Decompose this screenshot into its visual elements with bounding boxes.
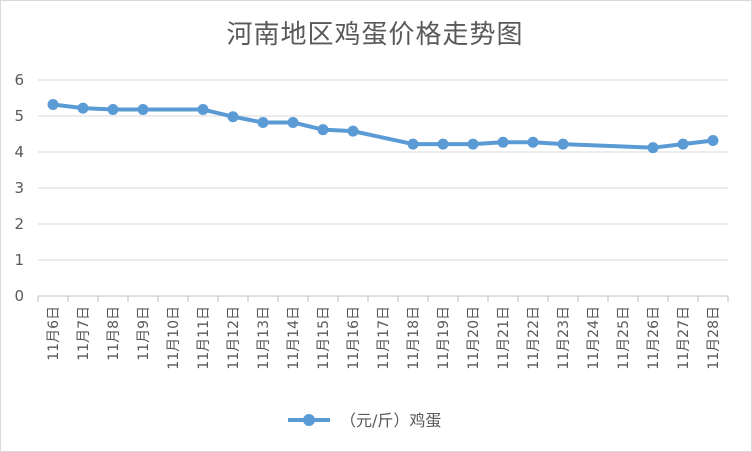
x-tick-label: 11月13日 <box>256 306 272 370</box>
data-point <box>227 111 239 123</box>
data-point <box>677 138 689 150</box>
x-tick-label: 11月28日 <box>706 306 722 370</box>
data-point <box>557 138 569 150</box>
x-tick-label: 11月14日 <box>286 306 302 370</box>
data-point <box>107 104 119 116</box>
data-point <box>137 104 149 116</box>
data-point <box>317 124 329 136</box>
x-tick-label: 11月27日 <box>676 306 692 370</box>
y-tick-label: 4 <box>14 143 24 161</box>
x-tick-label: 11月19日 <box>436 306 452 370</box>
data-point <box>647 142 659 154</box>
x-tick-label: 11月20日 <box>466 306 482 370</box>
x-tick-label: 11月17日 <box>376 306 392 370</box>
y-tick-label: 3 <box>14 179 24 197</box>
x-tick-label: 11月6日 <box>46 306 62 361</box>
data-point <box>527 136 539 148</box>
data-point <box>287 116 299 128</box>
data-point <box>257 116 269 128</box>
x-tick-label: 11月10日 <box>166 306 182 370</box>
x-tick-label: 11月24日 <box>586 306 602 370</box>
x-tick-label: 11月12日 <box>226 306 242 370</box>
gridlines <box>38 79 728 261</box>
y-tick-label: 6 <box>14 71 24 89</box>
series-line <box>51 102 715 150</box>
data-point <box>347 125 359 137</box>
x-tick-label: 11月15日 <box>316 306 332 370</box>
chart-title: 河南地区鸡蛋价格走势图 <box>226 20 524 50</box>
x-tick-label: 11月23日 <box>556 306 572 370</box>
x-axis <box>37 295 729 302</box>
x-tick-label: 11月22日 <box>526 306 542 370</box>
x-tick-label: 11月26日 <box>646 306 662 370</box>
y-tick-label: 1 <box>14 251 24 269</box>
data-point <box>47 98 59 110</box>
x-tick-label: 11月8日 <box>106 306 122 361</box>
legend-point-marker <box>303 414 315 426</box>
y-tick-label: 0 <box>14 287 24 305</box>
series-egg-price <box>47 98 719 154</box>
legend-label: （元/斤）鸡蛋 <box>340 411 441 430</box>
x-tick-label: 11月21日 <box>496 306 512 370</box>
x-tick-label: 11月9日 <box>136 306 152 361</box>
data-point <box>197 104 209 116</box>
data-point <box>77 102 89 114</box>
x-tick-label: 11月18日 <box>406 306 422 370</box>
x-axis-ticks: 11月6日 11月7日 11月8日 11月9日 11月10日 11月11日 11月12日 11… <box>46 306 722 370</box>
x-tick-label: 11月16日 <box>346 306 362 370</box>
y-tick-label: 5 <box>14 107 24 125</box>
x-tick-label: 11月11日 <box>196 306 212 370</box>
data-point <box>707 134 719 146</box>
x-tick-label: 11月7日 <box>76 306 92 361</box>
data-point <box>437 138 449 150</box>
data-point <box>467 138 479 150</box>
x-tick-label: 11月25日 <box>616 306 632 370</box>
y-axis-ticks: 0 1 2 3 4 5 6 <box>14 71 24 305</box>
legend: （元/斤）鸡蛋 <box>288 411 441 430</box>
data-point <box>407 138 419 150</box>
data-point <box>497 136 509 148</box>
y-tick-label: 2 <box>14 215 24 233</box>
